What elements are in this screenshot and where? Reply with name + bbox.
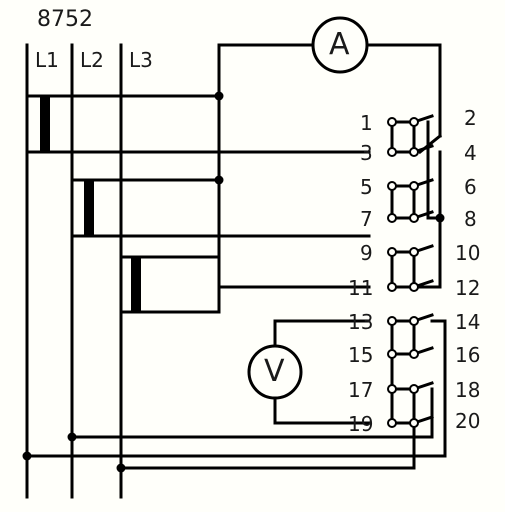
- terminal-label: 6: [464, 175, 477, 199]
- terminal-label: 3: [360, 141, 373, 165]
- terminal-label: 14: [455, 310, 481, 334]
- current-transformer-l1: [40, 96, 50, 152]
- ammeter: [311, 16, 369, 74]
- current-transformer-l3: [131, 257, 141, 312]
- terminal-label: 2: [464, 106, 477, 130]
- terminal-label: 1: [360, 111, 373, 135]
- terminal-label: 15: [348, 343, 374, 367]
- diagram-title: 8752: [37, 7, 93, 32]
- terminal-label: 11: [348, 276, 374, 300]
- terminal-label: 8: [464, 207, 477, 231]
- terminal-label: 10: [455, 241, 481, 265]
- terminal-label: 16: [455, 343, 481, 367]
- current-transformer-l2: [84, 180, 94, 236]
- terminal-label: 12: [455, 276, 481, 300]
- terminal-label: 4: [464, 141, 477, 165]
- ammeter-label: A: [329, 27, 350, 62]
- terminal-label: 5: [360, 175, 373, 199]
- voltmeter: [247, 344, 303, 400]
- line-label-l2: L2: [80, 48, 104, 72]
- terminal-label: 19: [348, 412, 374, 436]
- line-label-l1: L1: [35, 48, 59, 72]
- voltmeter-label: V: [264, 354, 285, 389]
- terminal-label: 9: [360, 241, 373, 265]
- terminal-label: 13: [348, 310, 374, 334]
- line-label-l3: L3: [129, 48, 153, 72]
- terminal-label: 18: [455, 378, 481, 402]
- terminal-label: 7: [360, 207, 373, 231]
- terminal-label: 20: [455, 409, 481, 433]
- terminal-label: 17: [348, 378, 374, 402]
